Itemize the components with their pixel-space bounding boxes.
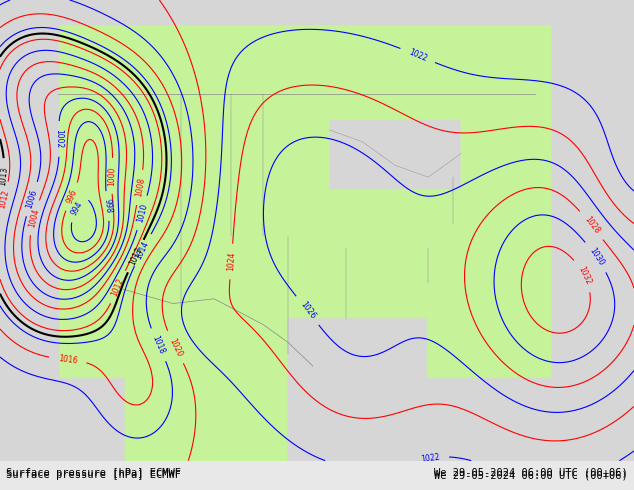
Text: 994: 994 [70,200,84,217]
Text: 1032: 1032 [576,265,592,286]
Text: 1010: 1010 [136,202,149,223]
Text: 1020: 1020 [167,337,183,358]
Text: 1014: 1014 [134,239,151,261]
Text: 1012: 1012 [110,276,126,297]
Text: 1013: 1013 [127,245,144,267]
Text: 1002: 1002 [55,129,63,148]
Text: 1004: 1004 [27,207,41,228]
Text: Surface pressure [hPa] ECMWF: Surface pressure [hPa] ECMWF [6,470,181,480]
Text: 1006: 1006 [25,189,39,210]
Text: We 29-05-2024 06:00 UTC (00+06): We 29-05-2024 06:00 UTC (00+06) [434,468,628,478]
Text: 1030: 1030 [587,246,605,268]
Text: 1022: 1022 [420,452,441,464]
Text: 1013: 1013 [0,166,9,186]
Text: Surface pressure [hPa] ECMWF: Surface pressure [hPa] ECMWF [6,468,181,478]
Text: 1016: 1016 [58,354,78,366]
Text: 996: 996 [65,188,79,205]
Text: 998: 998 [102,198,113,214]
Text: 1000: 1000 [107,166,117,186]
Text: 1022: 1022 [407,48,429,63]
Text: 1026: 1026 [298,300,317,321]
Text: 1012: 1012 [0,189,11,209]
Text: 1018: 1018 [150,334,166,355]
Text: 1024: 1024 [226,252,236,271]
Text: 1008: 1008 [134,177,146,198]
Text: 1028: 1028 [582,215,601,236]
Text: We 29-05-2024 06:00 UTC (00+06): We 29-05-2024 06:00 UTC (00+06) [434,470,628,480]
